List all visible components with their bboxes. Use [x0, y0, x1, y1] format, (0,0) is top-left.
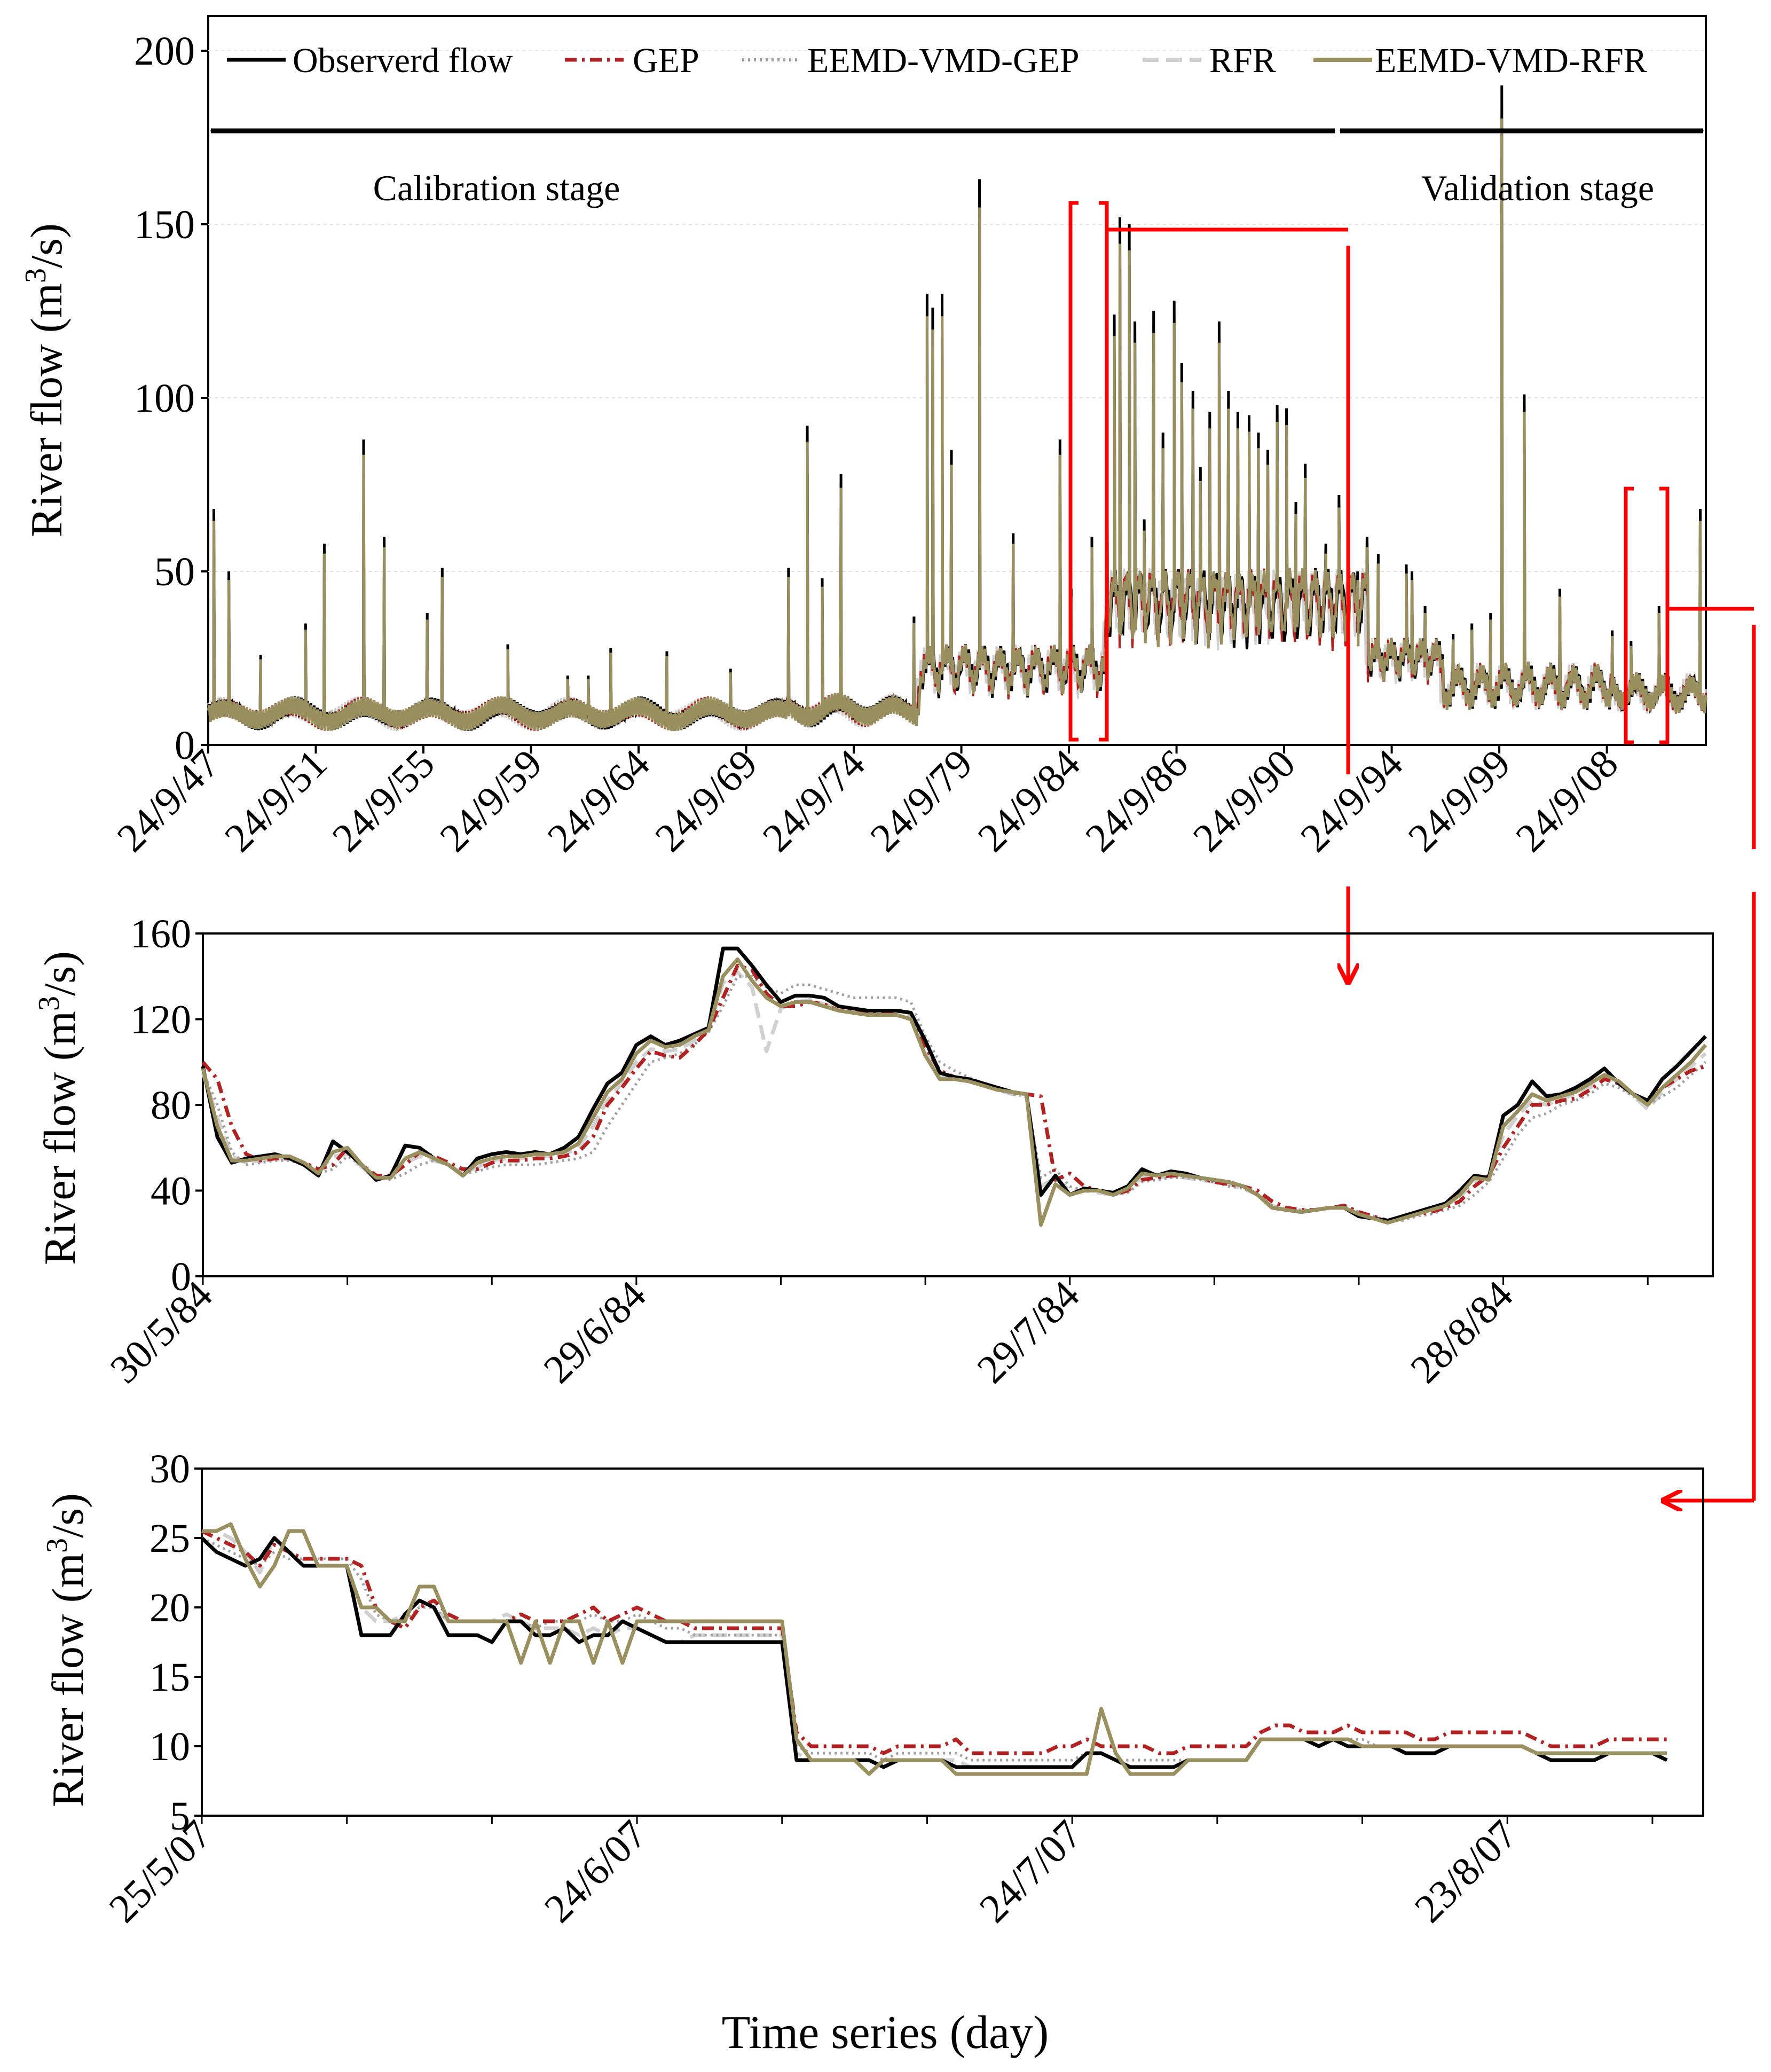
panel-top-ylabel: River flow (m3/s) — [19, 223, 72, 537]
xtick-label-top: 24/9/69 — [647, 741, 766, 861]
xtick-label-middle: 30/5/84 — [101, 1273, 221, 1392]
xtick-label-top: 24/9/08 — [1507, 741, 1627, 861]
panel-middle-frame — [202, 932, 1714, 1277]
ytick-label-middle: 0 — [171, 1254, 191, 1299]
ytick-label-bottom: 30 — [149, 1447, 190, 1492]
xtick-label-middle: 28/8/84 — [1402, 1273, 1522, 1392]
xtick-label-top: 24/9/51 — [216, 741, 336, 861]
xtick-label-top: 24/9/94 — [1292, 741, 1412, 861]
series-top-eemd-vmd-rfr — [207, 118, 1707, 732]
xtick-label-middle: 29/6/84 — [535, 1273, 655, 1392]
xtick-label-top: 24/9/86 — [1077, 741, 1197, 861]
series-bottom-rfr — [202, 1529, 1667, 1769]
xtick-label-top: 24/9/55 — [324, 741, 443, 861]
panel-bottom-frame — [201, 1467, 1704, 1817]
series-bottom-observerd-flow — [200, 1536, 1668, 1769]
xtick-label-top: 24/9/59 — [431, 741, 551, 861]
ytick-label-middle: 160 — [130, 912, 191, 956]
legend-label-rfr: RFR — [1209, 41, 1276, 80]
series-bottom-eemd-vmd-rfr — [202, 1522, 1667, 1776]
panel-bottom-series — [200, 1522, 1668, 1776]
xtick-label-top: 24/9/64 — [539, 741, 658, 861]
x-axis-title: Time series (day) — [722, 2007, 1049, 2059]
legend: Observerd flow GEP EEMD-VMD-GEP RFR EEMD… — [227, 41, 1647, 80]
ytick-label-middle: 120 — [130, 998, 191, 1042]
panel-bottom-ylabel: River flow (m3/s) — [41, 1493, 93, 1807]
ytick-label-top: 0 — [175, 723, 195, 768]
ytick-label-bottom: 20 — [149, 1586, 190, 1630]
legend-label-eemd-vmd-gep: EEMD-VMD-GEP — [807, 41, 1080, 80]
xtick-label-top: 24/9/47 — [108, 741, 228, 861]
legend-label-gep: GEP — [633, 41, 699, 80]
ytick-label-top: 150 — [134, 202, 195, 247]
legend-label-observed: Observerd flow — [293, 41, 513, 80]
validation-stage-label: Validation stage — [1421, 168, 1654, 208]
zoom-marker-2 — [1624, 486, 1756, 1501]
series-middle-gep — [201, 963, 1706, 1223]
xtick-label-bottom: 24/6/07 — [536, 1812, 655, 1932]
panel-middle: 0 40 80 120 160 30/5/84 29/6/84 29/7/84 28/8/84… — [33, 912, 1714, 1392]
series-middle-eemd-vmd-rfr — [201, 957, 1707, 1227]
panel-middle-ylabel: River flow (m3/s) — [33, 951, 85, 1265]
panel-top-series — [207, 85, 1707, 732]
panel-middle-series — [201, 946, 1707, 1227]
panel-top-xticks: 24/9/4724/9/5124/9/5524/9/5924/9/6424/9/… — [108, 741, 1626, 861]
xtick-label-top: 24/9/99 — [1400, 741, 1520, 861]
ytick-label-middle: 40 — [151, 1169, 191, 1214]
panel-bottom-xticks: 25/5/07 24/6/07 24/7/07 23/8/07 — [100, 1812, 1654, 1932]
series-bottom-eemd-vmd-gep — [201, 1536, 1667, 1762]
panel-middle-xticks: 30/5/84 29/6/84 29/7/84 28/8/84 — [101, 1273, 1649, 1392]
ytick-label-bottom: 15 — [149, 1655, 190, 1700]
series-bottom-gep — [201, 1529, 1667, 1755]
panel-middle-yticks: 0 40 80 120 160 — [130, 912, 203, 1299]
zoom-marker-1 — [1068, 201, 1348, 983]
ytick-label-middle: 80 — [151, 1083, 191, 1128]
xtick-label-top: 24/9/74 — [754, 741, 873, 861]
xtick-label-top: 24/9/90 — [1184, 741, 1304, 861]
xtick-label-bottom: 24/7/07 — [971, 1812, 1091, 1932]
xtick-label-middle: 29/7/84 — [969, 1273, 1088, 1392]
ytick-label-bottom: 25 — [149, 1516, 190, 1561]
ytick-label-top: 100 — [134, 376, 195, 421]
ytick-label-bottom: 10 — [149, 1724, 190, 1769]
ytick-label-top: 50 — [154, 550, 195, 594]
panel-top-yticks: 0 50 100 150 200 — [134, 29, 208, 768]
xtick-label-bottom: 25/5/07 — [100, 1812, 220, 1932]
panel-top-frame — [207, 15, 1707, 746]
calibration-stage-label: Calibration stage — [373, 168, 620, 208]
xtick-label-top: 24/9/79 — [862, 741, 981, 861]
xtick-label-top: 24/9/84 — [969, 741, 1089, 861]
legend-label-eemd-vmd-rfr: EEMD-VMD-RFR — [1375, 41, 1647, 80]
panel-bottom-yticks: 5 10 15 20 25 30 — [149, 1447, 202, 1839]
panel-bottom: 5 10 15 20 25 30 25/5/07 24/6/07 24/7/07 23/8/07… — [41, 1447, 1704, 1932]
ytick-label-top: 200 — [134, 29, 195, 74]
xtick-label-bottom: 23/8/07 — [1406, 1812, 1526, 1932]
ytick-label-bottom: 5 — [170, 1794, 190, 1839]
